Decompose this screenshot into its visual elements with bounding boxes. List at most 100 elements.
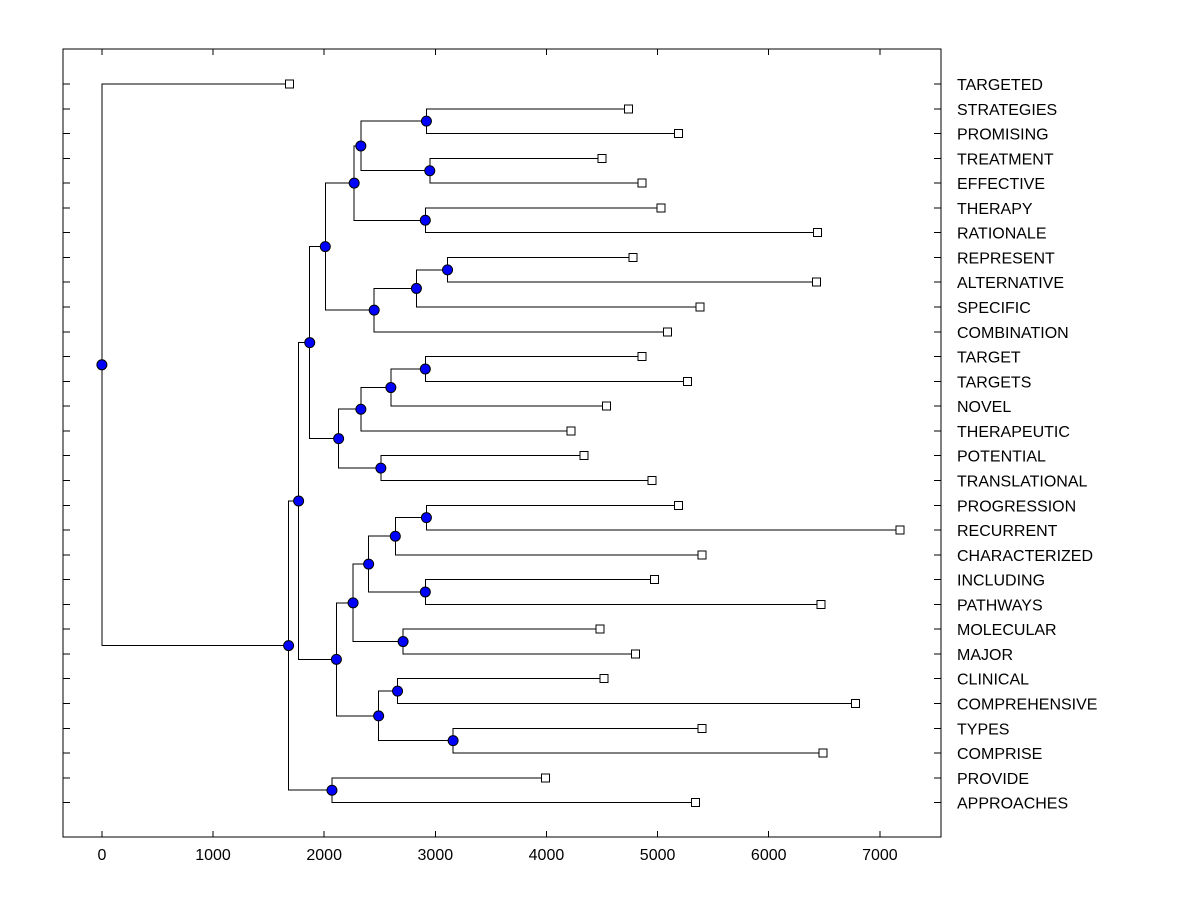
leaf-marker-represent (628, 252, 638, 262)
leaf-label-therapy: THERAPY (957, 201, 1033, 218)
leaf-marker-rationale (813, 228, 823, 238)
leaf-label-types: TYPES (957, 721, 1009, 738)
leaf-marker-effective (637, 178, 647, 188)
leaf-markers (285, 79, 905, 808)
leaf-marker-strategies (624, 104, 634, 114)
x-tick-label-5000: 5000 (640, 847, 676, 864)
leaf-marker-recurrent (895, 525, 905, 535)
leaf-marker-promising (674, 129, 684, 139)
merge-node-n26 (293, 495, 305, 507)
leaf-marker-pathways (816, 599, 826, 609)
leaf-marker-target (637, 352, 647, 362)
merge-node-n24 (373, 710, 385, 722)
leaf-marker-types (697, 723, 707, 733)
leaf-label-provide: PROVIDE (957, 771, 1029, 788)
leaf-label-characterized: CHARACTERIZED (957, 548, 1093, 565)
merge-node-n7 (410, 282, 422, 294)
leaf-label-target: TARGET (957, 350, 1021, 367)
merge-node-n13 (375, 462, 387, 474)
leaf-label-strategies: STRATEGIES (957, 102, 1057, 119)
leaf-labels: TARGETED STRATEGIES PROMISING TREATMENT EFFE… (957, 77, 1097, 813)
leaf-label-effective: EFFECTIVE (957, 176, 1045, 193)
y-axis-ticks (63, 83, 941, 804)
x-axis: 0 1000 2000 3000 4000 5000 6000 7000 (97, 49, 898, 864)
leaf-label-approaches: APPROACHES (957, 796, 1068, 813)
merge-node-n16 (420, 512, 432, 524)
leaf-marker-therapeutic (566, 426, 576, 436)
leaf-marker-targeted (285, 79, 295, 89)
leaf-marker-molecular (595, 624, 605, 634)
leaf-label-molecular: MOLECULAR (957, 622, 1057, 639)
leaf-label-translational: TRANSLATIONAL (957, 473, 1088, 490)
merge-node-n29 (96, 359, 108, 371)
leaf-label-novel: NOVEL (957, 399, 1011, 416)
merge-node-n10 (419, 363, 431, 375)
leaf-label-specific: SPECIFIC (957, 300, 1031, 317)
merge-node-n25 (330, 653, 342, 665)
leaf-marker-combination (663, 327, 673, 337)
x-tick-label-3000: 3000 (418, 847, 454, 864)
leaf-marker-comprise (818, 748, 828, 758)
leaf-label-represent: REPRESENT (957, 250, 1055, 267)
leaf-marker-potential (579, 451, 589, 461)
merge-node-n28 (283, 640, 295, 652)
merge-node-n27 (326, 784, 338, 796)
x-tick-label-2000: 2000 (306, 847, 342, 864)
leaf-label-clinical: CLINICAL (957, 672, 1029, 689)
leaf-label-major: MAJOR (957, 647, 1013, 664)
leaf-marker-specific (695, 302, 705, 312)
leaf-label-recurrent: RECURRENT (957, 523, 1058, 540)
leaf-marker-treatment (597, 153, 607, 163)
leaf-marker-including (649, 575, 659, 585)
merge-node-n3 (355, 140, 367, 152)
x-tick-label-4000: 4000 (529, 847, 565, 864)
merge-node-n18 (419, 586, 431, 598)
merge-node-n22 (392, 685, 404, 697)
leaf-marker-therapy (656, 203, 666, 213)
leaf-marker-characterized (697, 550, 707, 560)
merge-node-n8 (368, 304, 380, 316)
leaf-label-including: INCLUDING (957, 573, 1045, 590)
merge-node-n15 (304, 337, 316, 349)
leaf-label-pathways: PATHWAYS (957, 597, 1043, 614)
leaf-label-combination: COMBINATION (957, 325, 1069, 342)
leaf-label-targeted: TARGETED (957, 77, 1043, 94)
merge-node-n1 (420, 115, 432, 127)
merge-node-n4 (419, 214, 431, 226)
x-tick-label-7000: 7000 (862, 847, 898, 864)
merge-node-n20 (397, 636, 409, 648)
leaf-marker-targets (683, 376, 693, 386)
leaf-marker-clinical (599, 674, 609, 684)
leaf-label-potential: POTENTIAL (957, 449, 1046, 466)
merge-node-n19 (363, 558, 375, 570)
leaf-marker-major (630, 649, 640, 659)
leaf-marker-comprehensive (850, 699, 860, 708)
x-tick-label-6000: 6000 (751, 847, 787, 864)
merge-node-n21 (347, 597, 359, 609)
x-tick-label-1000: 1000 (195, 847, 231, 864)
leaf-label-progression: PROGRESSION (957, 498, 1076, 515)
merge-node-markers (96, 115, 459, 796)
leaf-label-comprise: COMPRISE (957, 746, 1042, 763)
leaf-marker-approaches (690, 798, 700, 808)
merge-node-n6 (442, 264, 454, 276)
leaf-label-treatment: TREATMENT (957, 151, 1054, 168)
leaf-marker-translational (647, 475, 657, 485)
merge-node-n11 (385, 382, 397, 394)
x-tick-label-0: 0 (97, 847, 106, 864)
leaf-label-comprehensive: COMPREHENSIVE (957, 697, 1097, 714)
leaf-marker-novel (601, 401, 611, 411)
leaf-label-alternative: ALTERNATIVE (957, 275, 1064, 292)
merge-node-n23 (447, 735, 459, 747)
leaf-marker-provide (540, 773, 550, 783)
merge-node-n14 (333, 433, 345, 445)
leaf-label-targets: TARGETS (957, 374, 1031, 391)
plot-frame (62, 48, 942, 838)
leaf-label-promising: PROMISING (957, 127, 1049, 144)
leaf-marker-progression (674, 500, 684, 510)
merge-node-n2 (424, 165, 436, 177)
merge-node-n9 (319, 241, 331, 253)
merge-node-n5 (348, 177, 360, 189)
